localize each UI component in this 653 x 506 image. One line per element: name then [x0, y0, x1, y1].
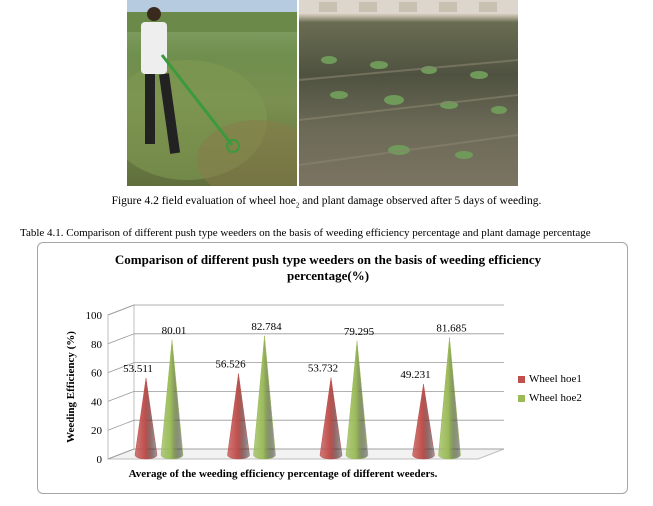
- field-evaluation-photo: [127, 0, 297, 186]
- y-tick-label: 80: [91, 339, 103, 351]
- cone-wheel-hoe2: [160, 339, 184, 460]
- gridline: [107, 390, 504, 402]
- cone-wheel-hoe2: [253, 335, 276, 460]
- gridline: [107, 304, 504, 316]
- figure-caption: Figure 4.2 field evaluation of wheel hoe…: [111, 195, 542, 210]
- legend-label-hoe2: Wheel hoe2: [529, 392, 582, 404]
- y-tick-label: 40: [91, 396, 103, 408]
- data-label: 53.511: [123, 363, 153, 375]
- data-label: 80.01: [162, 325, 187, 337]
- legend-label-hoe1: Wheel hoe1: [529, 373, 582, 385]
- chart-frame: Comparison of different push type weeder…: [37, 242, 628, 494]
- legend-item-hoe2: Wheel hoe2: [518, 392, 582, 404]
- data-label: 82.784: [251, 321, 282, 333]
- legend-item-hoe1: Wheel hoe1: [518, 373, 582, 385]
- cone-wheel-hoe1: [227, 373, 250, 460]
- chart-side-wall: [107, 304, 135, 460]
- y-tick-label: 100: [86, 310, 103, 322]
- plant-damage-photo: [299, 0, 518, 186]
- x-axis-title: Average of the weeding efficiency percen…: [129, 468, 438, 480]
- cone-wheel-hoe1: [412, 384, 435, 460]
- table-caption: Table 4.1. Comparison of different push …: [20, 227, 591, 239]
- data-label: 81.685: [436, 322, 467, 334]
- data-label: 49.231: [400, 369, 430, 381]
- weeded-rows-illustration: [299, 0, 518, 166]
- operator-with-wheel-hoe-illustration: [127, 0, 297, 186]
- cone-wheel-hoe2: [438, 337, 461, 460]
- cone-chart: 0 20 40 60 80 100 Weeding Efficiency (%) Averag…: [65, 304, 505, 480]
- gridline: [107, 448, 504, 460]
- cone-wheel-hoe1: [134, 377, 158, 460]
- cone-wheel-hoe1: [319, 377, 343, 460]
- y-tick-label: 0: [97, 454, 103, 466]
- gridline: [107, 362, 504, 373]
- chart-title: Comparison of different push type weeder…: [114, 252, 542, 283]
- data-label: 53.732: [308, 363, 338, 375]
- data-label: 79.295: [344, 326, 375, 338]
- gridline: [107, 333, 504, 345]
- y-axis-title: Weeding Efficiency (%): [65, 331, 77, 443]
- y-tick-label: 60: [91, 368, 103, 380]
- legend-swatch-hoe1: [518, 375, 525, 383]
- gridline: [107, 419, 504, 431]
- y-tick-label: 20: [91, 425, 103, 437]
- legend-swatch-hoe2: [518, 394, 525, 402]
- data-label: 56.526: [215, 359, 246, 371]
- cone-wheel-hoe2: [345, 340, 369, 460]
